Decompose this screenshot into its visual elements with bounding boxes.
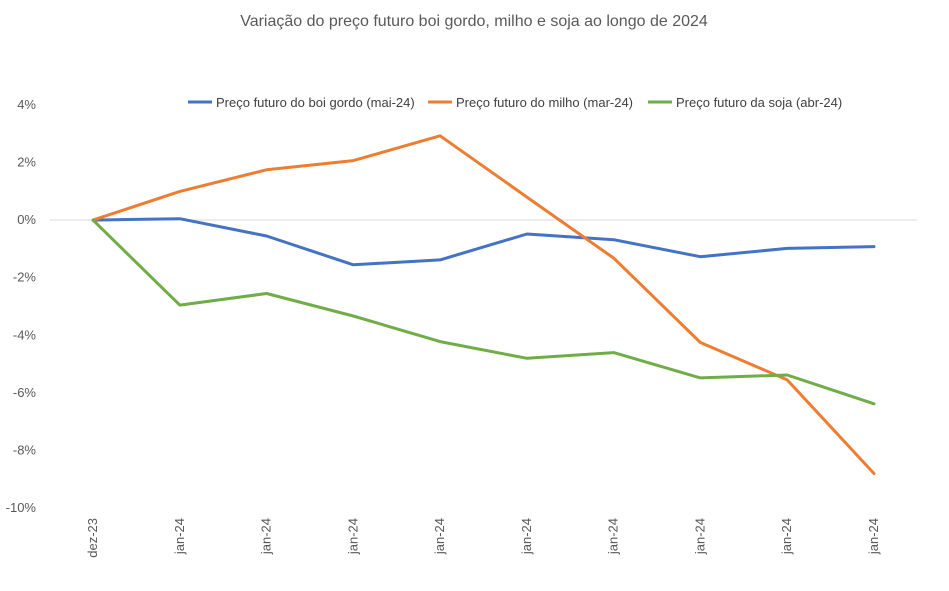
x-tick-label: jan-24 <box>779 518 794 555</box>
chart-title: Variação do preço futuro boi gordo, milh… <box>240 13 708 30</box>
x-tick-label: jan-24 <box>172 518 187 555</box>
x-tick-label: jan-24 <box>345 518 360 555</box>
series-lines <box>91 134 876 475</box>
x-tick-label: jan-24 <box>519 518 534 555</box>
series-line-3 <box>91 218 876 406</box>
y-tick-label: -4% <box>13 327 37 342</box>
y-tick-label: 0% <box>17 212 36 227</box>
series-line-2 <box>91 134 876 475</box>
x-tick-label: jan-24 <box>692 518 707 555</box>
legend-label-1: Preço futuro do boi gordo (mai-24) <box>216 95 415 110</box>
y-tick-label: 2% <box>17 155 36 170</box>
x-tick-label: dez-23 <box>85 518 100 558</box>
legend-label-2: Preço futuro do milho (mar-24) <box>456 95 633 110</box>
legend-label-3: Preço futuro da soja (abr-24) <box>676 95 842 110</box>
y-tick-label: -6% <box>13 385 37 400</box>
y-tick-label: -10% <box>6 500 37 515</box>
y-axis: 4% 2% 0% -2% -4% -6% -8% -10% <box>6 97 37 515</box>
x-tick-label: jan-24 <box>432 518 447 555</box>
y-tick-label: 4% <box>17 97 36 112</box>
x-tick-label: jan-24 <box>866 518 881 555</box>
x-axis: dez-23 jan-24 jan-24 jan-24 jan-24 jan-24 jan-… <box>85 518 881 558</box>
y-tick-label: -2% <box>13 270 37 285</box>
x-tick-label: jan-24 <box>259 518 274 555</box>
legend: Preço futuro do boi gordo (mai-24) Preço … <box>188 95 842 110</box>
x-tick-label: jan-24 <box>606 518 621 555</box>
series-line-1 <box>91 217 876 267</box>
y-tick-label: -8% <box>13 442 37 457</box>
